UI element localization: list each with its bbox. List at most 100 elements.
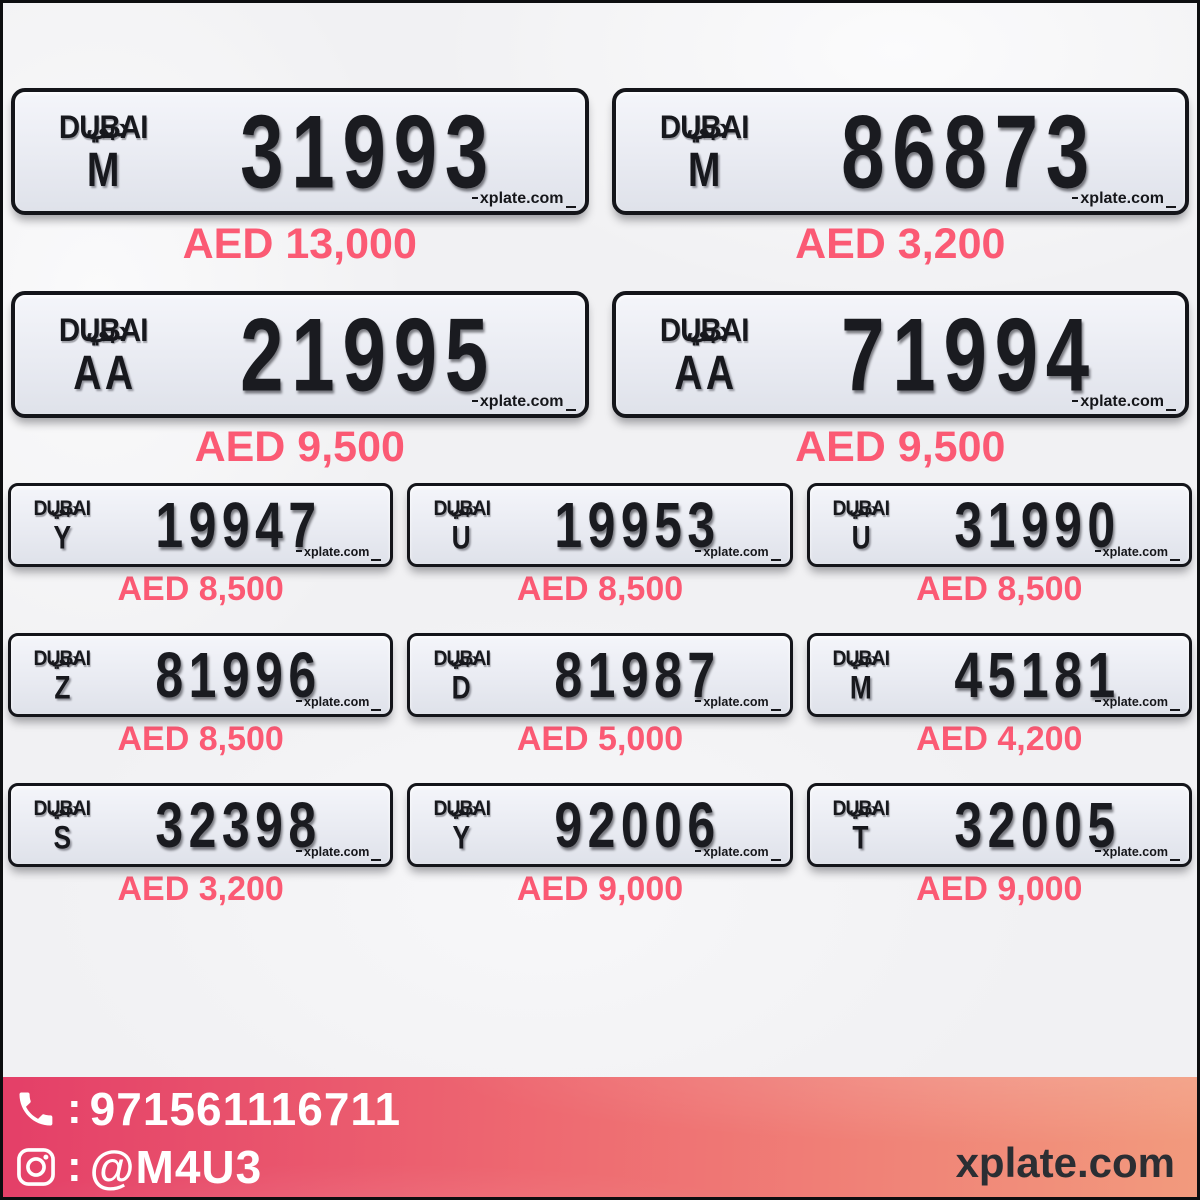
license-plate: DUBAI دبي M 45181 xplate.com (806, 633, 1192, 717)
license-plate: DUBAI دبي Y 92006 xplate.com (407, 783, 793, 867)
plate-code: Y (452, 818, 474, 856)
plate-code: U (851, 518, 874, 556)
dubai-logo-latin: DUBAI (659, 109, 749, 145)
plate-price: AED 9,500 (795, 423, 1006, 471)
license-plate: DUBAI دبي AA 71994 xplate.com (611, 291, 1189, 418)
plate-number: 21995 (240, 296, 497, 413)
dubai-logo-latin: DUBAI (433, 796, 490, 820)
plate-code: S (53, 818, 75, 856)
plate-code: M (849, 668, 876, 706)
plate-number-wrap: 81987 (513, 643, 790, 707)
license-plate: DUBAI دبي U 31990 xplate.com (806, 483, 1192, 567)
plate-price: AED 4,200 (916, 720, 1083, 758)
plate-left-block: DUBAI دبي D (410, 646, 512, 706)
plate-number: 92006 (554, 789, 721, 861)
dubai-logo-latin: DUBAI (33, 496, 91, 520)
plate-cell: DUBAI دبي Y 92006 xplate.com AED 9,000 (407, 783, 793, 909)
dubai-logo: DUBAI دبي (830, 648, 892, 669)
instagram-handle: @M4U3 (89, 1141, 263, 1193)
plate-price: AED 3,200 (795, 220, 1006, 268)
plate-left-block: DUBAI دبي Y (11, 496, 113, 556)
plate-watermark: xplate.com (1072, 190, 1176, 208)
plate-watermark: xplate.com (296, 695, 381, 711)
plate-number-wrap: 32398 (113, 793, 390, 857)
plate-price: AED 3,200 (117, 870, 284, 908)
plate-left-block: DUBAI دبي AA (15, 314, 192, 396)
dubai-logo: DUBAI دبي (31, 648, 93, 669)
plate-left-block: DUBAI دبي M (810, 648, 912, 706)
empty-space (3, 909, 1197, 1077)
plate-row-2: DUBAI دبي AA 21995 xplate.com AED 9,500 (3, 291, 1197, 483)
plate-number-wrap: 21995 (192, 296, 585, 413)
plate-number: 19947 (155, 489, 322, 561)
dubai-logo: DUBAI دبي (431, 798, 493, 819)
plate-price: AED 9,500 (194, 423, 405, 471)
dubai-logo: DUBAI دبي (431, 498, 493, 519)
license-plate: DUBAI دبي M 31993 xplate.com (11, 88, 589, 215)
plate-number: 19953 (554, 489, 721, 561)
plate-watermark: xplate.com (1095, 695, 1180, 711)
phone-icon (13, 1086, 59, 1132)
plate-watermark: xplate.com (472, 393, 576, 411)
plate-left-block: DUBAI دبي T (810, 798, 912, 854)
dubai-logo: DUBAI دبي (55, 111, 151, 143)
plate-code: D (452, 668, 475, 706)
plate-price: AED 8,500 (117, 570, 284, 608)
plate-left-block: DUBAI دبي M (616, 111, 793, 197)
plate-row-1: DUBAI دبي M 31993 xplate.com AED 13,000 (3, 88, 1197, 291)
plate-number: 81987 (554, 639, 721, 711)
plate-row-3: DUBAI دبي Y 19947 xplate.com AED 8,500 (3, 483, 1197, 633)
instagram-contact: : @M4U3 (13, 1139, 401, 1195)
dubai-logo-latin: DUBAI (58, 109, 149, 145)
plate-left-block: DUBAI دبي M (15, 111, 192, 193)
plate-price: AED 8,500 (516, 570, 684, 608)
dubai-logo: DUBAI دبي (31, 798, 93, 819)
plate-number-wrap: 86873 (792, 99, 1185, 203)
license-plate: DUBAI دبي Y 19947 xplate.com (8, 483, 394, 567)
plate-cell: DUBAI دبي AA 21995 xplate.com AED 9,500 (11, 291, 589, 483)
plate-number-wrap: 19947 (113, 493, 390, 557)
dubai-logo: DUBAI دبي (830, 798, 892, 819)
plate-cell: DUBAI دبي S 32398 xplate.com AED 3,200 (8, 783, 394, 909)
dubai-logo: DUBAI دبي (656, 111, 752, 143)
plate-number-wrap: 31993 (192, 99, 585, 203)
plate-cell: DUBAI دبي D 81987 xplate.com AED 5,000 (407, 633, 793, 783)
plate-price: AED 5,000 (516, 720, 684, 758)
footer: : 971561116711 : @M4U3 xplate.com (3, 1077, 1197, 1197)
plate-number: 81996 (155, 639, 322, 711)
plate-number: 31990 (954, 489, 1121, 561)
dubai-logo-latin: DUBAI (433, 646, 490, 670)
plate-price: AED 9,000 (516, 870, 684, 908)
plate-row-4: DUBAI دبي Z 81996 xplate.com AED 8,500 (3, 633, 1197, 783)
license-plate: DUBAI دبي T 32005 xplate.com (806, 783, 1192, 867)
plate-code: M (687, 141, 724, 197)
plate-watermark: xplate.com (472, 190, 576, 208)
plate-watermark: xplate.com (695, 845, 780, 861)
plate-cell: DUBAI دبي M 31993 xplate.com AED 13,000 (11, 88, 589, 291)
dubai-logo: DUBAI دبي (830, 498, 892, 519)
dubai-logo-latin: DUBAI (33, 646, 91, 670)
plate-left-block: DUBAI دبي S (11, 798, 113, 856)
plate-price: AED 9,000 (916, 870, 1083, 908)
brand-logo: xplate.com (955, 1139, 1175, 1186)
dubai-logo: DUBAI دبي (55, 314, 151, 346)
license-plate: DUBAI دبي M 86873 xplate.com (611, 88, 1189, 215)
plate-left-block: DUBAI دبي Y (410, 798, 512, 856)
plate-code: Y (53, 518, 75, 556)
plate-watermark: xplate.com (1095, 845, 1180, 861)
plate-code: AA (673, 344, 738, 400)
plate-left-block: DUBAI دبي AA (616, 312, 793, 400)
dubai-logo-latin: DUBAI (659, 312, 749, 348)
plate-row-5: DUBAI دبي S 32398 xplate.com AED 3,200 (3, 783, 1197, 909)
plate-watermark: xplate.com (296, 545, 381, 561)
plate-cell: DUBAI دبي Z 81996 xplate.com AED 8,500 (8, 633, 394, 783)
plate-cell: DUBAI دبي M 45181 xplate.com AED 4,200 (806, 633, 1192, 783)
plate-watermark: xplate.com (695, 545, 780, 561)
dubai-logo-latin: DUBAI (33, 796, 91, 820)
plate-watermark: xplate.com (1072, 393, 1176, 411)
plate-cell: DUBAI دبي Y 19947 xplate.com AED 8,500 (8, 483, 394, 633)
license-plate: DUBAI دبي S 32398 xplate.com (8, 783, 394, 867)
plate-number: 32398 (155, 789, 322, 861)
phone-separator: : (67, 1084, 82, 1133)
